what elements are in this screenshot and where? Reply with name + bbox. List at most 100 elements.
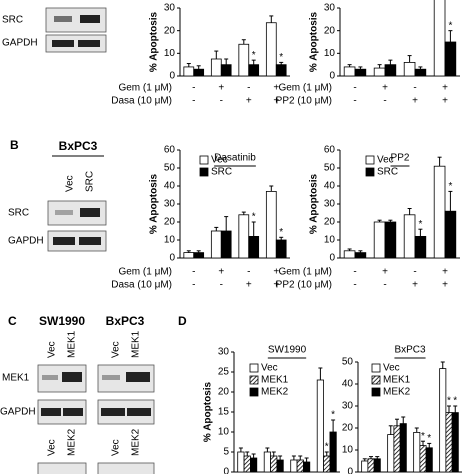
y-tick-label: 50: [164, 163, 176, 174]
lane-label: MEK1: [131, 330, 142, 358]
significance-mark: *: [453, 396, 457, 407]
blot-row-label: GAPDH: [0, 407, 36, 418]
y-tick-label: 60: [324, 145, 336, 156]
blot-band: [126, 372, 150, 382]
blot: [47, 230, 107, 252]
condition-value: -: [220, 280, 223, 291]
bar: [373, 221, 386, 259]
bar: [210, 230, 222, 259]
significance-mark: *: [427, 433, 431, 444]
y-tick-label: 10: [164, 235, 176, 246]
bar: [445, 412, 453, 473]
bar: [413, 431, 421, 473]
y-tick-label: 20: [342, 423, 354, 434]
bar: [238, 43, 250, 77]
lane-label: Vec: [47, 439, 58, 456]
legend-swatch: [371, 387, 381, 397]
condition-value: +: [412, 96, 418, 107]
condition-value: -: [413, 83, 416, 94]
condition-value: +: [412, 280, 418, 291]
bar: [248, 235, 260, 259]
legend-swatch: [249, 375, 259, 385]
bar: [303, 461, 311, 473]
bar: [367, 458, 375, 473]
lane-label: Vec: [111, 439, 122, 456]
condition-value: +: [246, 96, 252, 107]
blot-row-label: SRC: [8, 208, 29, 219]
legend-label: MEK1: [261, 375, 289, 386]
blot-band: [80, 208, 100, 217]
bar: [270, 455, 278, 473]
legend-swatch: [199, 167, 209, 177]
legend-swatch: [199, 155, 209, 165]
bar: [373, 458, 381, 473]
bar: [238, 214, 250, 259]
bar: [373, 67, 386, 77]
y-tick-label: 50: [342, 357, 354, 368]
condition-label: PP2 (10 μM): [276, 96, 332, 107]
condition-value: -: [353, 280, 356, 291]
legend-label: Vec: [211, 155, 228, 166]
y-tick-label: 20: [324, 217, 336, 228]
bar: [275, 64, 287, 77]
significance-mark: *: [421, 431, 425, 442]
bar: [433, 165, 446, 259]
bar: [265, 22, 277, 77]
bar: [343, 66, 356, 77]
bar: [183, 66, 195, 77]
bar: [354, 252, 367, 259]
blot-band: [127, 408, 151, 416]
condition-label: Gem (1 μM): [118, 267, 172, 278]
bar: [210, 58, 222, 77]
bar: [296, 459, 304, 473]
condition-value: -: [247, 83, 250, 94]
bar: [243, 455, 251, 473]
condition-value: -: [413, 267, 416, 278]
blot-band: [42, 375, 58, 380]
condition-value: +: [273, 83, 279, 94]
condition-value: -: [383, 96, 386, 107]
condition-value: -: [247, 267, 250, 278]
condition-value: -: [383, 280, 386, 291]
y-axis-label: % Apoptosis: [309, 173, 320, 234]
y-tick-label: 40: [342, 379, 354, 390]
y-tick-label: 10: [164, 48, 176, 59]
blot-band: [53, 237, 75, 245]
lane-label: Vec: [47, 341, 58, 358]
blot-row-label: SRC: [2, 15, 23, 26]
legend-label: Vec: [383, 363, 400, 374]
y-tick-label: 20: [324, 25, 336, 36]
condition-value: -: [192, 96, 195, 107]
condition-label: Gem (1 μM): [278, 83, 332, 94]
lane-label: SRC: [85, 171, 96, 192]
condition-value: +: [273, 280, 279, 291]
condition-value: -: [192, 267, 195, 278]
condition-label: Gem (1 μM): [118, 83, 172, 94]
bar: [439, 368, 447, 473]
y-tick-label: 30: [164, 199, 176, 210]
blot-band: [55, 210, 73, 215]
bar: [433, 0, 446, 77]
bar: [276, 459, 284, 473]
chart-title: Dasatinib: [214, 153, 256, 164]
lane-label: MEK2: [67, 428, 78, 456]
blot-band: [41, 408, 61, 416]
blot: [37, 462, 87, 474]
blot-band: [52, 40, 74, 47]
y-tick-label: 30: [218, 347, 230, 358]
significance-mark: *: [418, 219, 422, 230]
panel-label: D: [178, 314, 187, 328]
legend-label: Vec: [377, 155, 394, 166]
condition-value: -: [353, 96, 356, 107]
y-tick-label: 20: [164, 25, 176, 36]
lane-label: MEK1: [67, 330, 78, 358]
bar: [237, 451, 245, 473]
condition-value: +: [382, 267, 388, 278]
y-tick-label: 30: [342, 401, 354, 412]
y-tick-label: 0: [347, 467, 353, 474]
y-tick-label: 0: [223, 467, 229, 474]
bar: [403, 62, 416, 77]
significance-mark: *: [448, 20, 452, 31]
blot-band: [62, 372, 82, 382]
legend-label: MEK1: [383, 375, 411, 386]
